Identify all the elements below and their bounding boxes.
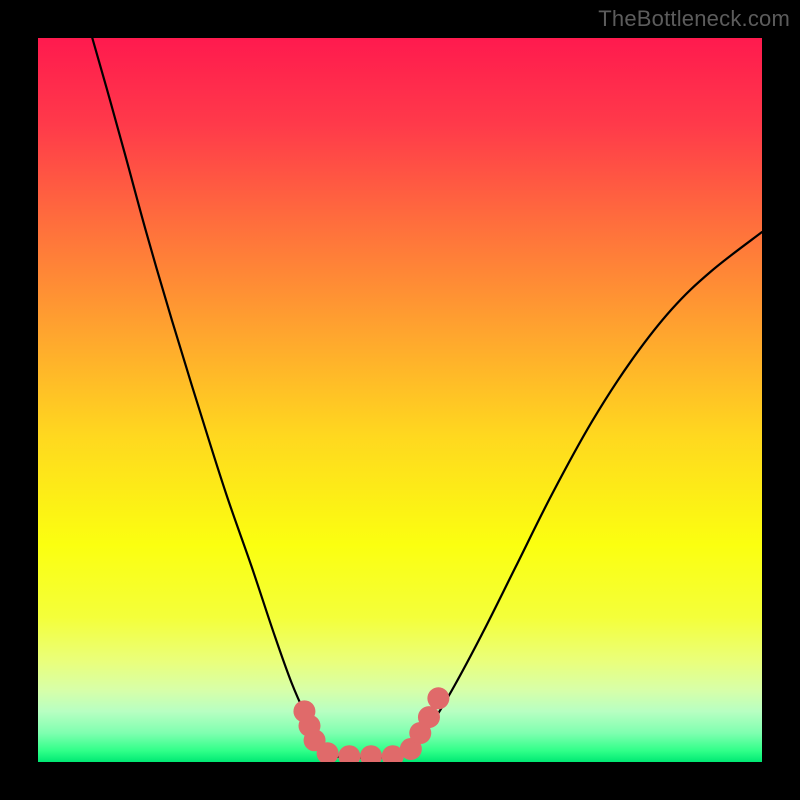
chart-frame: TheBottleneck.com [0,0,800,800]
bottleneck-chart-svg [38,38,762,762]
watermark-text: TheBottleneck.com [598,6,790,32]
gradient-background [38,38,762,762]
valley-marker [418,706,440,728]
valley-marker [427,687,449,709]
plot-area [38,38,762,762]
